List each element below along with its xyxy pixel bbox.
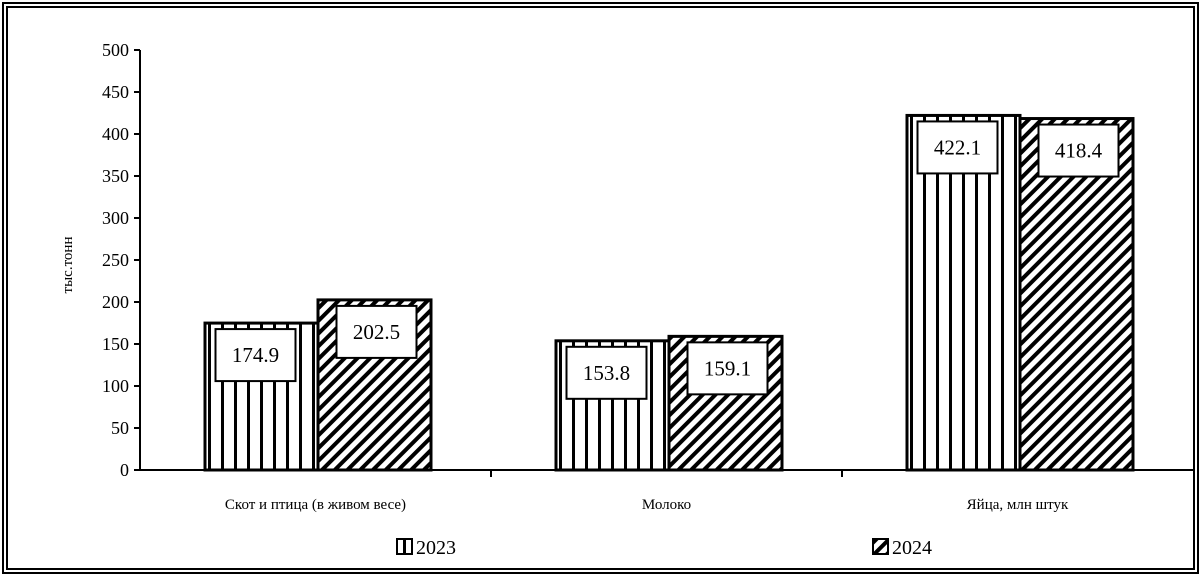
- axes-layer: 0 50 100 150 200 250 300 350 400 450 500 Скот и пти…: [102, 40, 1193, 513]
- y-tick-label: 0: [120, 460, 129, 480]
- y-tick-label: 50: [111, 418, 129, 438]
- data-label: 422.1: [934, 135, 981, 159]
- y-tick-label: 150: [102, 334, 129, 354]
- legend: 2023 2024: [396, 537, 932, 559]
- data-label-box: [1037, 123, 1120, 178]
- data-label: 174.9: [232, 343, 279, 367]
- x-category-label: Молоко: [642, 497, 691, 513]
- y-tick-label: 500: [102, 40, 129, 60]
- data-label-box: [916, 120, 999, 175]
- y-axis-label: тыс.тонн: [60, 237, 76, 294]
- data-label: 202.5: [353, 320, 400, 344]
- data-label-box: [565, 345, 648, 400]
- data-label: 159.1: [704, 356, 751, 380]
- data-label: 418.4: [1055, 139, 1103, 163]
- y-tick-label: 250: [102, 250, 129, 270]
- x-category-label: Скот и птица (в живом весе): [225, 497, 406, 513]
- x-category-label: Яйца, млн штук: [967, 497, 1069, 513]
- legend-swatch-2024: [872, 538, 889, 555]
- data-label-box: [686, 341, 769, 396]
- legend-swatch-2023: [396, 538, 413, 555]
- data-label-box: [335, 304, 418, 359]
- y-tick-label: 100: [102, 376, 129, 396]
- y-tick-label: 300: [102, 208, 129, 228]
- legend-label-2024: 2024: [892, 537, 932, 559]
- y-tick-label: 450: [102, 82, 129, 102]
- y-tick-label: 400: [102, 124, 129, 144]
- y-tick-label: 200: [102, 292, 129, 312]
- legend-label-2023: 2023: [416, 537, 456, 559]
- data-label: 153.8: [583, 361, 630, 385]
- labels-layer: 174.9 153.8 422.1 202.5 159.1 418.4: [214, 120, 1120, 400]
- data-label-box: [214, 328, 297, 383]
- y-tick-label: 350: [102, 166, 129, 186]
